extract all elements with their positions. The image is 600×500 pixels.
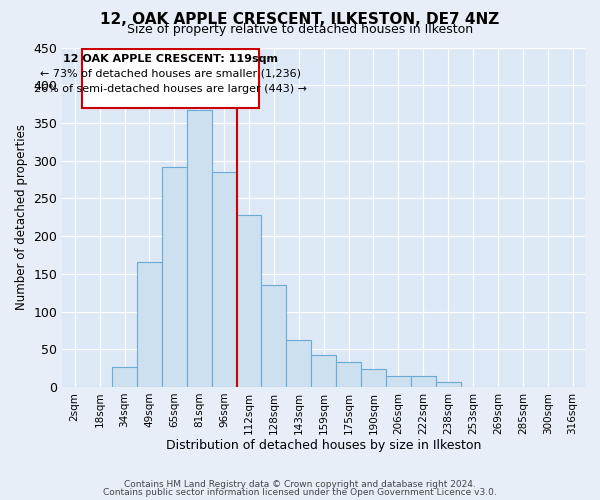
X-axis label: Distribution of detached houses by size in Ilkeston: Distribution of detached houses by size … <box>166 440 481 452</box>
Text: 12, OAK APPLE CRESCENT, ILKESTON, DE7 4NZ: 12, OAK APPLE CRESCENT, ILKESTON, DE7 4N… <box>100 12 500 28</box>
Bar <box>187 110 212 387</box>
Text: 12 OAK APPLE CRESCENT: 119sqm: 12 OAK APPLE CRESCENT: 119sqm <box>63 54 278 64</box>
Bar <box>286 340 311 387</box>
Bar <box>236 215 262 387</box>
Text: Contains HM Land Registry data © Crown copyright and database right 2024.: Contains HM Land Registry data © Crown c… <box>124 480 476 489</box>
FancyBboxPatch shape <box>82 49 259 108</box>
Bar <box>361 369 386 387</box>
Text: ← 73% of detached houses are smaller (1,236): ← 73% of detached houses are smaller (1,… <box>40 69 301 79</box>
Text: Size of property relative to detached houses in Ilkeston: Size of property relative to detached ho… <box>127 22 473 36</box>
Bar <box>262 285 286 387</box>
Bar <box>162 166 187 387</box>
Y-axis label: Number of detached properties: Number of detached properties <box>15 124 28 310</box>
Text: 26% of semi-detached houses are larger (443) →: 26% of semi-detached houses are larger (… <box>34 84 307 94</box>
Bar <box>212 172 236 387</box>
Text: Contains public sector information licensed under the Open Government Licence v3: Contains public sector information licen… <box>103 488 497 497</box>
Bar <box>137 262 162 387</box>
Bar <box>436 382 461 387</box>
Bar <box>112 366 137 387</box>
Bar <box>311 354 336 387</box>
Bar <box>411 376 436 387</box>
Bar <box>386 376 411 387</box>
Bar <box>336 362 361 387</box>
